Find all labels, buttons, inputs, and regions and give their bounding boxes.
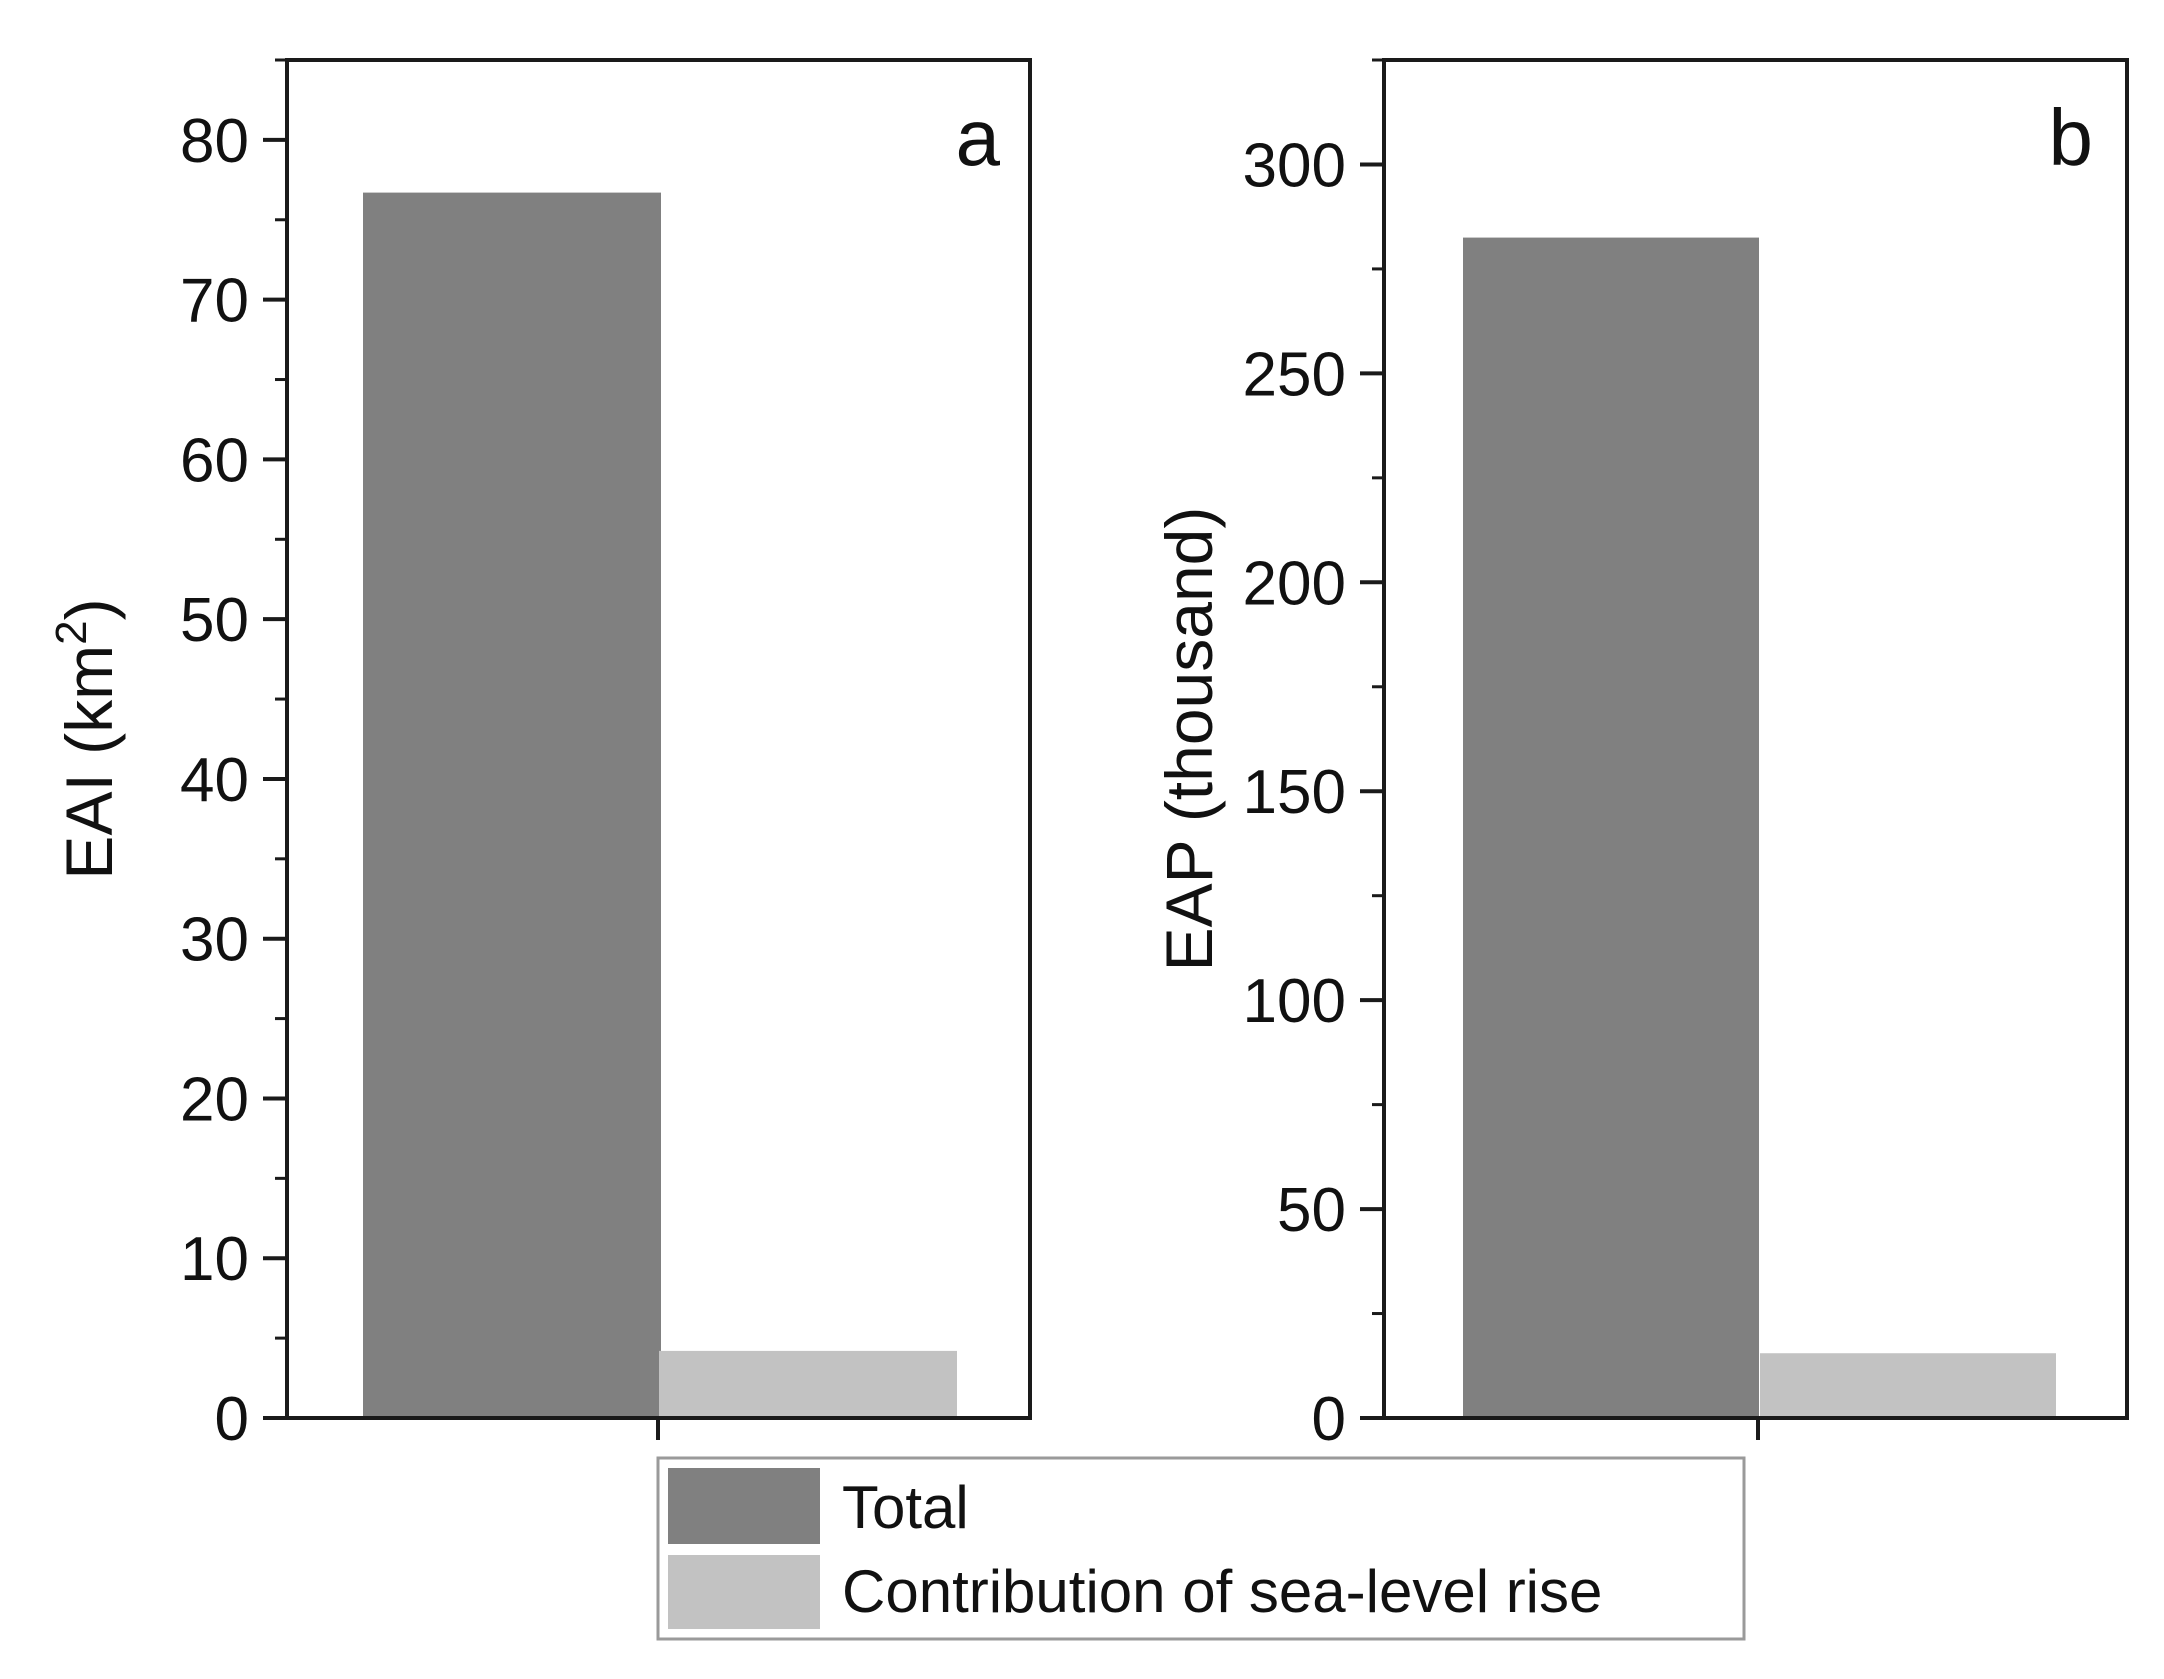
y-axis-label: EAI (km2) (47, 598, 126, 879)
y-tick-label: 70 (180, 267, 249, 336)
legend: Total Contribution of sea-level rise (656, 1456, 1746, 1641)
plot-frame (1382, 58, 2129, 1420)
bar-total (1463, 237, 1759, 1419)
panel-a-chart: 0 10 20 30 40 50 60 70 80 EAI (km2) a (47, 58, 1032, 1454)
y-tick-label: 10 (180, 1225, 249, 1294)
y-tick-label: 20 (180, 1065, 249, 1134)
legend-box (656, 1456, 1746, 1641)
y-tick-label: 250 (1243, 340, 1346, 409)
panel-letter: a (956, 93, 1001, 182)
panel-b-chart: 0 50 100 150 200 250 300 EAP (thousand) b (1152, 58, 2129, 1454)
y-tick-label: 300 (1243, 131, 1346, 200)
bar-sea-level-rise (659, 1350, 957, 1418)
y-tick-label: 80 (180, 107, 249, 176)
y-tick-label: 40 (180, 746, 249, 815)
panel-letter: b (2049, 93, 2094, 182)
y-tick-label: 30 (180, 906, 249, 975)
bar-sea-level-rise (1760, 1353, 2056, 1418)
y-tick-label: 50 (180, 586, 249, 655)
y-tick-label: 50 (1277, 1176, 1346, 1245)
y-tick-label: 0 (1312, 1385, 1346, 1454)
y-tick-label: 100 (1243, 967, 1346, 1036)
y-tick-label: 200 (1243, 549, 1346, 618)
y-axis-label: EAP (thousand) (1152, 507, 1226, 972)
legend-swatch-total (668, 1468, 820, 1544)
legend-swatch-sea-level-rise (668, 1555, 820, 1629)
y-tick-label: 0 (215, 1385, 249, 1454)
bar-total (363, 192, 661, 1418)
y-tick-label: 60 (180, 426, 249, 495)
legend-label-sea-level-rise: Contribution of sea-level rise (842, 1558, 1602, 1625)
legend-label-total: Total (842, 1474, 969, 1541)
y-tick-label: 150 (1243, 758, 1346, 827)
